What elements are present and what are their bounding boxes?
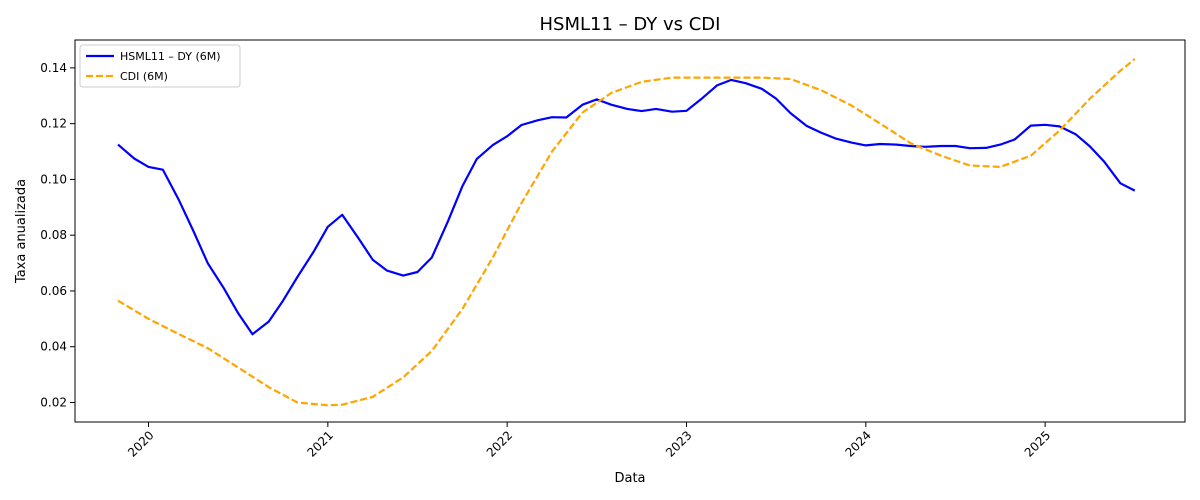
x-axis-label: Data — [614, 471, 645, 486]
x-tick-label: 2020 — [125, 428, 156, 459]
legend-label-1: CDI (6M) — [120, 70, 168, 83]
legend-box — [79, 44, 241, 88]
legend-label-0: HSML11 – DY (6M) — [120, 50, 221, 63]
plot-area — [74, 39, 1186, 423]
y-tick-label: 0.06 — [40, 284, 67, 298]
series-line-0 — [117, 78, 1136, 336]
y-tick-label: 0.12 — [40, 117, 67, 131]
series-line-1 — [117, 58, 1136, 407]
x-tick-label: 2022 — [484, 428, 515, 459]
x-tick-label: 2023 — [663, 428, 694, 459]
y-axis: 0.02 0.04 0.06 0.08 0.10 0.12 0.14 — [40, 61, 75, 409]
chart-title: HSML11 – DY vs CDI — [540, 14, 721, 35]
y-tick-label: 0.08 — [40, 228, 67, 242]
y-tick-label: 0.10 — [40, 172, 67, 186]
series-layer — [117, 58, 1136, 407]
y-tick-label: 0.02 — [40, 395, 67, 409]
x-tick-label: 2025 — [1022, 428, 1053, 459]
y-axis-label: Taxa anualizada — [14, 179, 29, 284]
x-tick-label: 2021 — [304, 428, 335, 459]
y-tick-label: 0.04 — [40, 340, 67, 354]
x-axis: 2020 2021 2022 2023 2024 2025 — [125, 422, 1053, 460]
x-tick-label: 2024 — [842, 428, 873, 459]
legend: HSML11 – DY (6M) CDI (6M) — [79, 44, 241, 88]
y-tick-label: 0.14 — [40, 61, 67, 75]
